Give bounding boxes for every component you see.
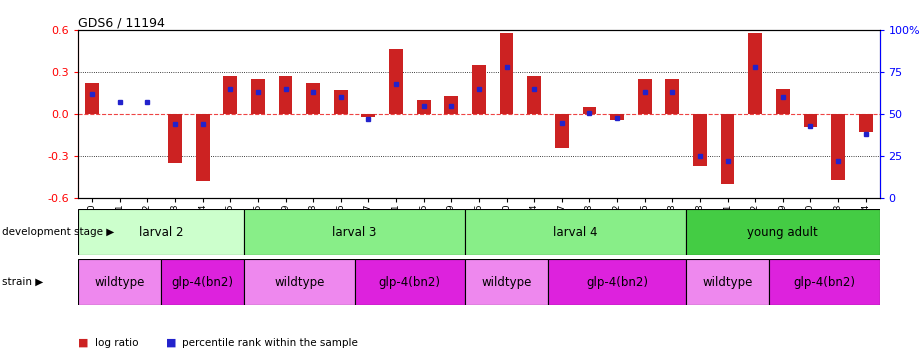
Bar xyxy=(161,259,244,305)
Bar xyxy=(472,65,486,114)
Text: wildtype: wildtype xyxy=(274,276,324,288)
Bar xyxy=(306,84,321,114)
Bar xyxy=(831,114,845,180)
Bar xyxy=(548,259,686,305)
Bar xyxy=(355,259,465,305)
Bar xyxy=(686,259,769,305)
Bar xyxy=(223,76,237,114)
Bar xyxy=(686,209,880,255)
Bar xyxy=(244,209,465,255)
Bar xyxy=(720,114,735,184)
Text: ■: ■ xyxy=(166,338,176,348)
Bar xyxy=(78,259,161,305)
Bar xyxy=(361,114,376,117)
Bar xyxy=(389,49,403,114)
Bar xyxy=(85,84,99,114)
Bar xyxy=(195,114,209,181)
Text: wildtype: wildtype xyxy=(703,276,752,288)
Bar xyxy=(278,76,292,114)
Text: percentile rank within the sample: percentile rank within the sample xyxy=(182,338,358,348)
Bar xyxy=(527,76,542,114)
Bar xyxy=(610,114,624,120)
Text: glp-4(bn2): glp-4(bn2) xyxy=(586,276,648,288)
Bar xyxy=(465,259,548,305)
Bar xyxy=(637,79,652,114)
Text: glp-4(bn2): glp-4(bn2) xyxy=(793,276,856,288)
Text: glp-4(bn2): glp-4(bn2) xyxy=(379,276,441,288)
Text: glp-4(bn2): glp-4(bn2) xyxy=(171,276,234,288)
Bar xyxy=(251,79,265,114)
Bar xyxy=(244,259,355,305)
Bar xyxy=(694,114,707,166)
Bar xyxy=(582,107,597,114)
Text: young adult: young adult xyxy=(748,226,818,238)
Text: ■: ■ xyxy=(78,338,88,348)
Text: larval 2: larval 2 xyxy=(139,226,183,238)
Bar xyxy=(168,114,181,163)
Bar xyxy=(769,259,880,305)
Bar xyxy=(748,33,763,114)
Text: log ratio: log ratio xyxy=(95,338,138,348)
Text: larval 3: larval 3 xyxy=(332,226,377,238)
Text: wildtype: wildtype xyxy=(482,276,531,288)
Bar xyxy=(465,209,686,255)
Bar xyxy=(554,114,569,148)
Bar xyxy=(78,209,244,255)
Bar xyxy=(775,89,790,114)
Text: strain ▶: strain ▶ xyxy=(2,277,43,287)
Bar xyxy=(499,33,514,114)
Text: wildtype: wildtype xyxy=(95,276,145,288)
Bar xyxy=(444,96,459,114)
Bar xyxy=(333,90,347,114)
Bar xyxy=(665,79,680,114)
Bar xyxy=(803,114,818,127)
Bar xyxy=(858,114,873,132)
Text: larval 4: larval 4 xyxy=(554,226,598,238)
Bar xyxy=(416,100,430,114)
Text: GDS6 / 11194: GDS6 / 11194 xyxy=(78,16,165,29)
Text: development stage ▶: development stage ▶ xyxy=(2,227,114,237)
